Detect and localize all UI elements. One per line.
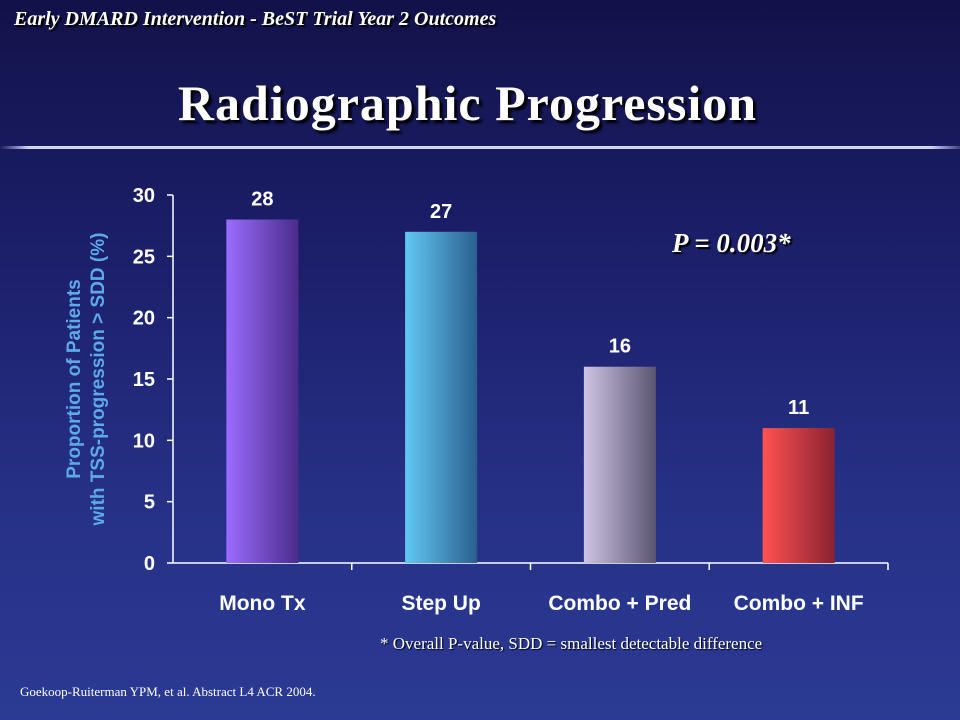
x-category-label: Combo + Pred [548, 592, 691, 615]
x-category-label: Mono Tx [219, 592, 306, 615]
p-value-annotation: P = 0.003* [672, 228, 791, 258]
citation: Goekoop-Ruiterman YPM, et al. Abstract L… [20, 684, 316, 699]
bar-data-label: 16 [609, 336, 631, 358]
y-tick-label: 5 [144, 492, 155, 514]
bar-mono-tx [226, 219, 299, 564]
slide-banner: Early DMARD Intervention - BeST Trial Ye… [14, 8, 497, 30]
y-axis-title: Proportion of Patients with TSS-progressi… [64, 233, 109, 527]
y-axis-label: Proportion of Patients with TSS-progressi… [64, 233, 109, 527]
y-tick-label: 10 [133, 430, 155, 452]
footnote: * Overall P-value, SDD = smallest detect… [380, 634, 763, 653]
slide-title: Radiographic Progression [177, 75, 758, 131]
y-tick-label: 25 [133, 246, 155, 268]
bar-data-label: 27 [430, 201, 452, 223]
x-category-label: Combo + INF [734, 592, 864, 615]
y-tick-label: 0 [144, 553, 155, 575]
bar-data-label: 11 [788, 397, 809, 419]
bar-combo-pred [583, 366, 656, 563]
bars: 28 Mono Tx 27 Step Up 16 Combo + Pred 11 Combo … [219, 189, 864, 615]
title-divider [0, 146, 960, 149]
bar-data-label: 28 [251, 189, 273, 211]
bar-combo-inf [762, 428, 835, 563]
x-category-label: Step Up [401, 592, 480, 615]
y-tick-label: 15 [133, 369, 155, 391]
bar-step-up [405, 231, 478, 564]
y-tick-label: 30 [133, 185, 155, 207]
y-tick-label: 20 [133, 308, 155, 330]
